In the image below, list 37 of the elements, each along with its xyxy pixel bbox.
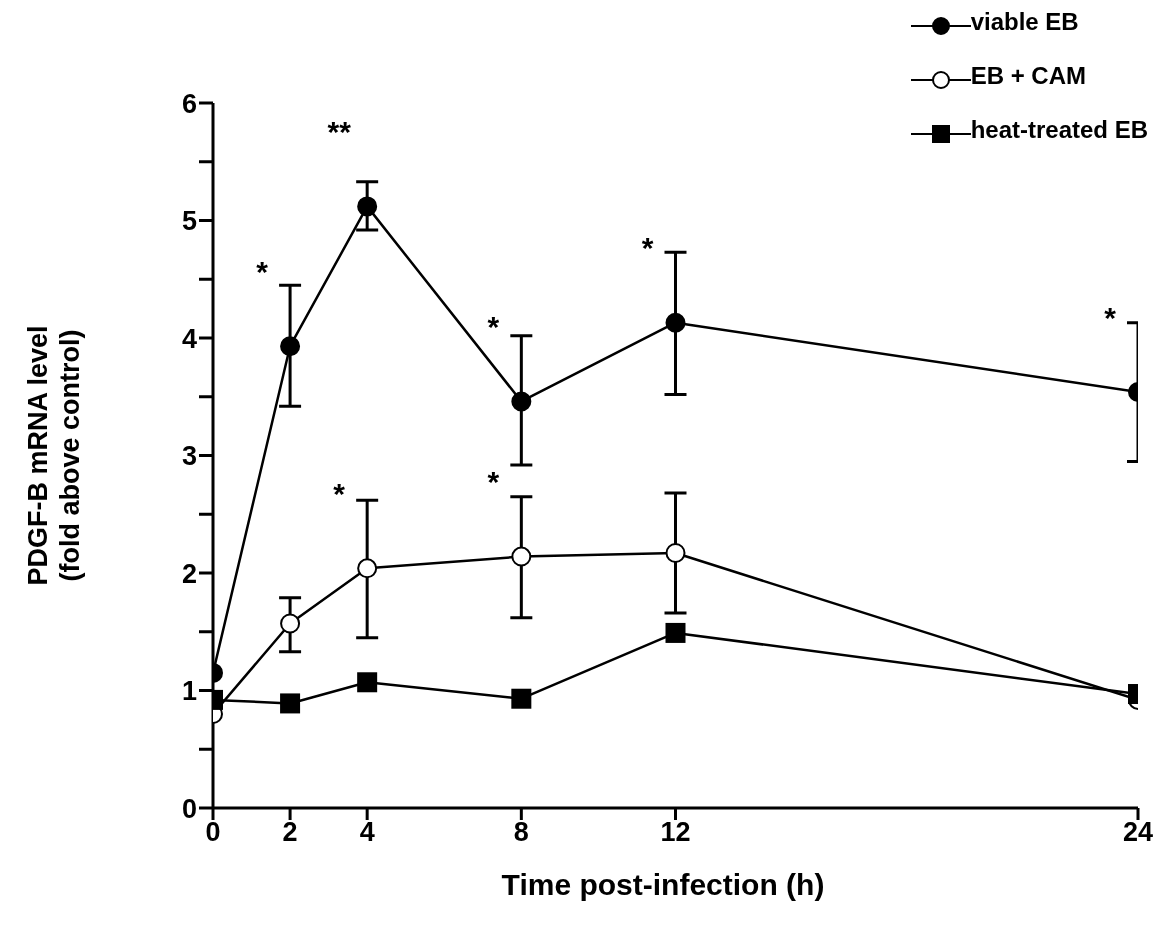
- annotation: **: [327, 115, 352, 149]
- point: [357, 196, 378, 217]
- legend-label: EB + CAM: [970, 62, 1086, 90]
- legend-label: viable EB: [970, 8, 1079, 36]
- point: [280, 336, 301, 357]
- point: [665, 312, 686, 333]
- y-tick-label: 3: [181, 441, 197, 472]
- point: [280, 613, 301, 634]
- x-tick-label: 0: [205, 817, 221, 848]
- y-tick-label: 4: [181, 323, 197, 354]
- point: [665, 622, 686, 643]
- point: [511, 546, 532, 567]
- y-tick-label: 1: [181, 676, 197, 707]
- x-tick-label: 24: [1122, 817, 1154, 848]
- x-tick-label: 4: [359, 817, 375, 848]
- annotation: *: [256, 254, 269, 288]
- annotation: *: [1104, 300, 1117, 334]
- point: [511, 688, 532, 709]
- point: [511, 391, 532, 412]
- annotation: *: [333, 476, 346, 510]
- x-axis-title: Time post-infection (h): [500, 868, 826, 902]
- x-tick-label: 12: [660, 817, 691, 848]
- x-tick-label: 8: [513, 817, 529, 848]
- point: [665, 543, 686, 564]
- y-tick-label: 0: [181, 793, 197, 824]
- point: [357, 672, 378, 693]
- legend-label: heat-treated EB: [970, 116, 1148, 144]
- point: [280, 693, 301, 714]
- y-tick-label: 5: [181, 206, 197, 237]
- y-tick-label: 2: [181, 558, 197, 589]
- annotation: *: [487, 310, 500, 344]
- point: [357, 558, 378, 579]
- x-tick-label: 2: [282, 817, 298, 848]
- annotation: *: [487, 465, 500, 499]
- y-tick-label: 6: [181, 88, 197, 119]
- y-axis-title: PDGF-B mRNA level (fold above control): [23, 325, 85, 586]
- annotation: *: [641, 231, 654, 265]
